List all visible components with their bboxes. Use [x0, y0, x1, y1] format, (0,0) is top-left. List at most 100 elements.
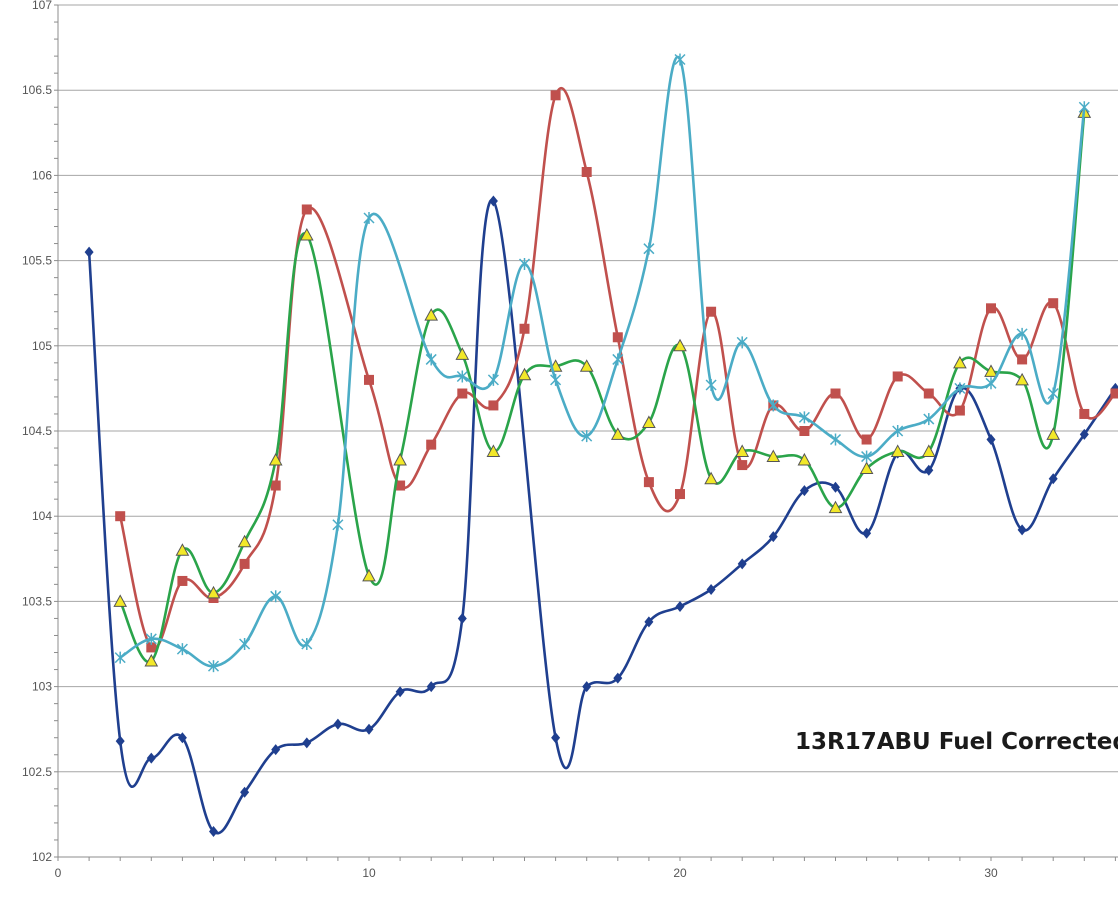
asterisk-marker — [798, 411, 810, 424]
asterisk-marker — [114, 651, 126, 664]
y-tick-label: 107 — [32, 0, 52, 12]
diamond-marker — [1079, 428, 1089, 440]
asterisk-marker — [767, 399, 779, 412]
triangle-marker — [393, 452, 407, 466]
asterisk-marker — [1078, 101, 1090, 114]
asterisk-marker — [176, 643, 188, 656]
square-marker — [550, 90, 561, 101]
diamond-marker — [737, 558, 747, 570]
square-marker — [426, 439, 437, 450]
triangle-marker — [517, 367, 532, 381]
x-tick-label: 20 — [673, 866, 687, 880]
diamond-marker — [426, 681, 436, 693]
triangle-marker — [268, 452, 283, 466]
square-marker — [1017, 354, 1028, 365]
y-tick-label: 105 — [32, 339, 52, 353]
asterisk-marker — [239, 638, 251, 650]
series-line — [119, 55, 1086, 668]
y-tick-label: 102.5 — [22, 765, 52, 779]
x-tick-label: 0 — [55, 866, 62, 880]
diamond-marker — [924, 464, 934, 476]
triangle-marker — [579, 359, 594, 372]
asterisk-marker — [736, 336, 748, 349]
square-marker — [892, 371, 903, 382]
square-marker — [799, 426, 810, 436]
square-marker — [115, 511, 126, 522]
triangle-marker — [704, 471, 718, 485]
triangle-marker — [299, 227, 314, 241]
asterisk-marker — [1016, 327, 1028, 340]
square-marker — [861, 434, 872, 445]
asterisk-marker — [612, 353, 624, 366]
square-marker — [146, 642, 157, 653]
diamond-marker — [488, 195, 498, 207]
x-tick-label: 10 — [362, 866, 376, 880]
triangle-marker — [486, 444, 501, 457]
triangle-marker — [144, 653, 159, 667]
asterisk-marker — [207, 660, 220, 673]
y-tick-label: 105.5 — [22, 254, 52, 268]
asterisk-marker — [270, 590, 282, 603]
square-marker — [643, 477, 654, 488]
triangle-marker — [206, 585, 221, 599]
y-tick-label: 104.5 — [22, 424, 52, 438]
asterisk-marker — [954, 382, 966, 395]
triangle-marker — [362, 568, 376, 582]
square-marker — [177, 575, 188, 586]
y-tick-label: 102 — [32, 850, 52, 864]
series-3 — [113, 105, 1092, 667]
diamond-marker — [675, 601, 685, 613]
triangle-marker — [953, 355, 967, 369]
square-marker — [395, 480, 406, 491]
asterisk-marker — [985, 377, 997, 390]
asterisk-marker — [861, 450, 873, 463]
triangle-marker — [610, 427, 625, 440]
y-tick-label: 104 — [32, 509, 52, 523]
square-marker — [706, 306, 717, 317]
square-marker — [488, 400, 499, 411]
diamond-marker — [862, 527, 872, 539]
square-marker — [737, 460, 748, 471]
diamond-marker — [551, 732, 561, 744]
square-marker — [675, 489, 685, 500]
asterisk-marker — [643, 242, 655, 255]
asterisk-marker — [456, 370, 468, 383]
triangle-marker — [175, 543, 190, 556]
diamond-marker — [364, 723, 374, 735]
square-marker — [986, 303, 996, 314]
asterisk-marker — [674, 53, 686, 66]
asterisk-marker — [1047, 387, 1059, 400]
triangle-marker — [673, 338, 687, 352]
y-tick-label: 103.5 — [22, 594, 52, 608]
diamond-marker — [768, 531, 778, 543]
square-marker — [519, 323, 530, 334]
chart-title: 13R17ABU Fuel Corrected — [795, 729, 1118, 755]
tick-labels: 102 102.5 103 103.5 104 104.5 105 105.5 106 106.5… — [22, 0, 998, 880]
triangle-marker — [424, 308, 439, 321]
triangle-marker — [921, 444, 936, 457]
diamond-marker — [582, 681, 592, 693]
asterisk-marker — [705, 378, 717, 391]
triangle-marker — [1046, 427, 1061, 440]
square-marker — [1048, 298, 1059, 309]
diamond-marker — [1048, 473, 1058, 485]
triangle-marker — [642, 415, 656, 428]
diamond-marker — [613, 672, 623, 684]
triangle-marker — [984, 364, 998, 377]
asterisk-marker — [518, 258, 531, 271]
asterisk-marker — [829, 433, 842, 446]
axes — [54, 4, 1118, 861]
diamond-marker — [1017, 524, 1027, 536]
square-marker — [923, 388, 934, 399]
diamond-marker — [115, 735, 125, 747]
asterisk-marker — [550, 373, 562, 386]
diamond-marker — [302, 737, 312, 749]
diamond-marker — [644, 616, 654, 628]
square-marker — [830, 388, 841, 399]
triangle-marker — [1015, 372, 1029, 386]
diamond-marker — [457, 612, 467, 624]
square-marker — [954, 405, 965, 416]
triangle-marker — [455, 347, 470, 360]
series-lines — [84, 53, 1118, 837]
triangle-marker — [890, 444, 905, 457]
